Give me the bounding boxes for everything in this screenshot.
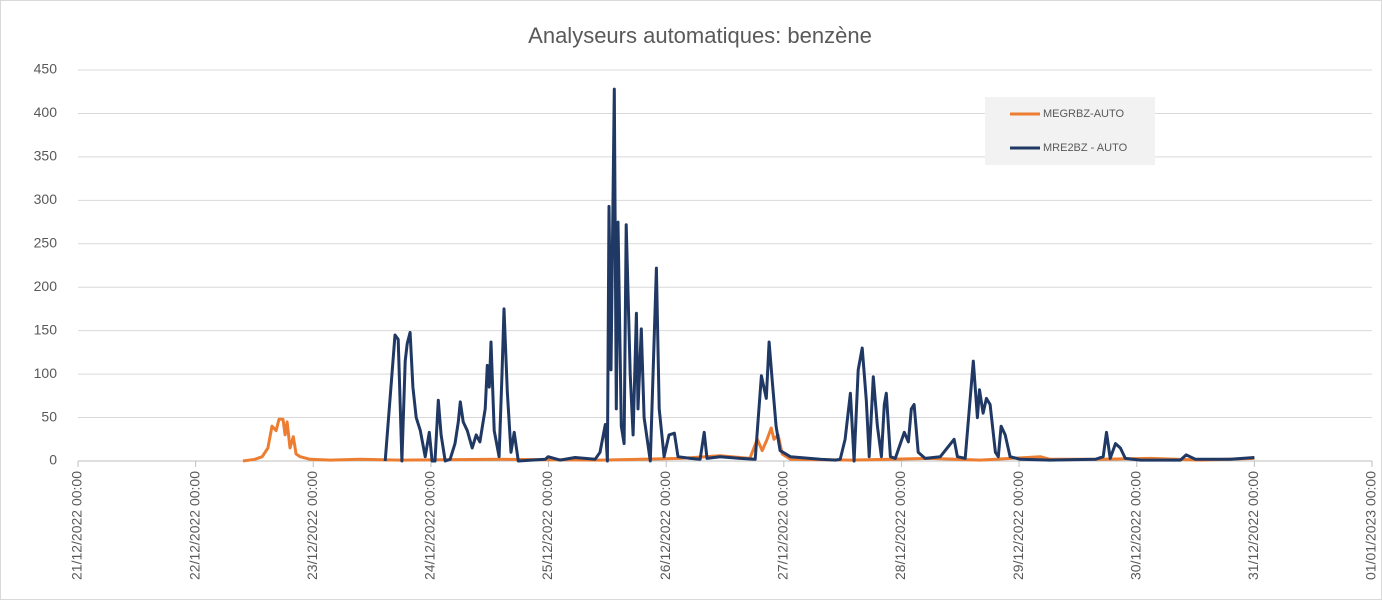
x-tick-label: 25/12/2022 00:00 [539,471,555,580]
y-tick-label: 450 [34,61,58,77]
y-tick-label: 150 [34,321,58,337]
legend-box [985,97,1155,165]
x-tick-label: 27/12/2022 00:00 [775,471,791,580]
y-tick-label: 350 [34,148,58,164]
y-tick-label: 0 [49,452,57,468]
legend: MEGRBZ-AUTO MRE2BZ - AUTO [985,97,1155,165]
y-tick-label: 400 [34,104,58,120]
legend-label: MEGRBZ-AUTO [1043,108,1125,120]
y-tick-label: 250 [34,234,58,250]
y-tick-label: 300 [34,191,58,207]
x-tick-label: 23/12/2022 00:00 [304,471,320,580]
legend-label: MRE2BZ - AUTO [1043,142,1128,154]
x-tick-label: 24/12/2022 00:00 [422,471,438,580]
x-tick-label: 31/12/2022 00:00 [1245,471,1261,580]
x-tick-label: 29/12/2022 00:00 [1010,471,1026,580]
x-tick-label: 30/12/2022 00:00 [1127,471,1143,580]
x-tick-label: 22/12/2022 00:00 [186,471,202,580]
y-tick-label: 100 [34,365,58,381]
series-line [242,417,1255,463]
x-tick-label: 26/12/2022 00:00 [657,471,673,580]
y-tick-label: 200 [34,278,58,294]
x-tick-label: 28/12/2022 00:00 [892,471,908,580]
series-line [383,87,1255,463]
x-tick-label: 21/12/2022 00:00 [69,471,85,580]
x-tick-label: 01/01/2023 00:00 [1363,471,1379,580]
y-tick-label: 50 [41,408,57,424]
chart-title: Analyseurs automatiques: benzène [528,23,872,48]
